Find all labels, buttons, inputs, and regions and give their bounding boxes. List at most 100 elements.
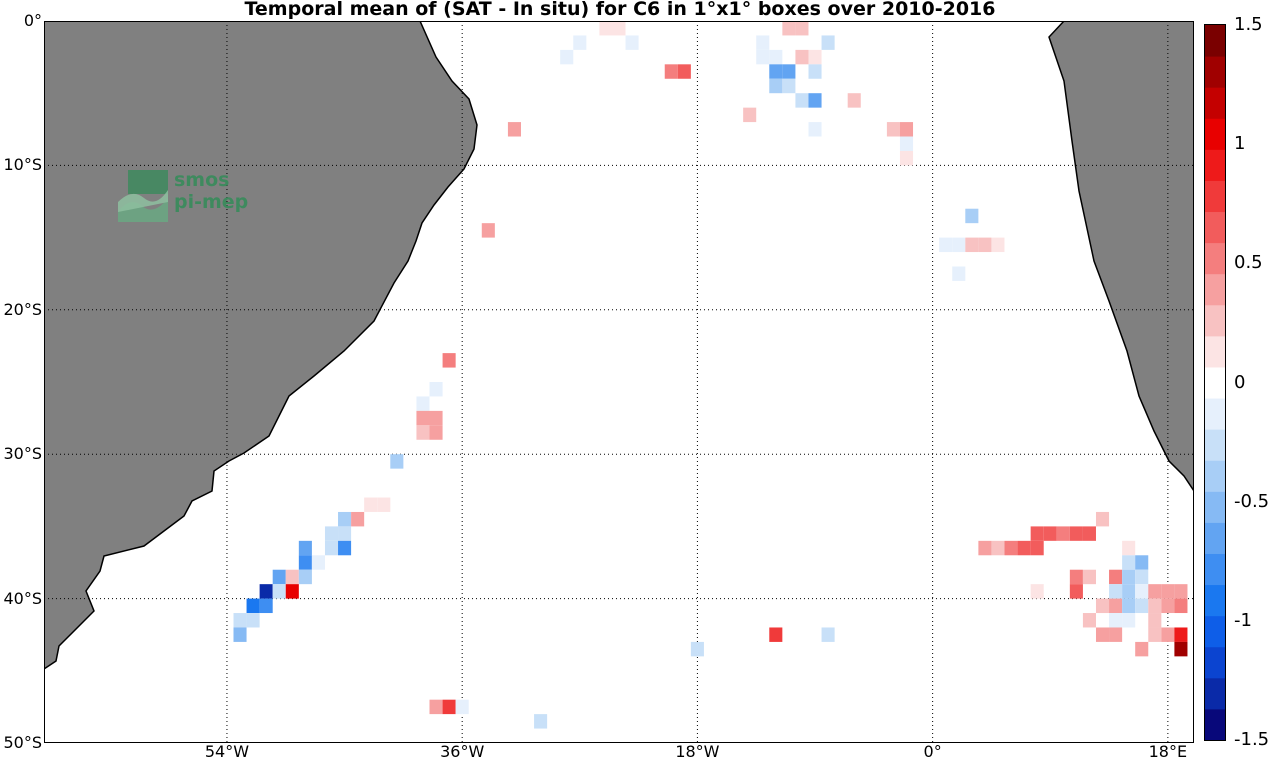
data-cell <box>1122 540 1136 556</box>
data-cell <box>233 613 247 628</box>
data-cell <box>1122 569 1136 585</box>
colorbar-swatch <box>1205 522 1225 554</box>
data-cell <box>965 208 979 224</box>
data-cell <box>1109 598 1123 614</box>
graticule <box>44 21 1194 743</box>
data-cell <box>1148 627 1162 642</box>
data-cell <box>560 49 574 65</box>
data-cell <box>1109 584 1123 599</box>
colorbar-swatch <box>1205 429 1225 461</box>
data-cell <box>1082 569 1096 585</box>
data-cell <box>769 64 783 79</box>
colorbar-swatch <box>1205 335 1225 368</box>
data-cell <box>259 598 273 614</box>
data-cell <box>1109 627 1123 642</box>
colorbar-swatch <box>1205 304 1225 337</box>
data-cell <box>1122 555 1136 570</box>
data-cell <box>808 64 822 79</box>
data-cell <box>338 511 352 527</box>
data-cell <box>1069 526 1083 541</box>
colorbar-tick-label: -1.5 <box>1234 729 1270 750</box>
data-cell <box>782 64 796 79</box>
data-cell <box>390 454 404 469</box>
data-cell <box>364 497 378 512</box>
longitude-tick-label: 54°W <box>204 742 250 761</box>
colorbar-swatch <box>1205 677 1225 710</box>
latitude-tick-label: 10°S <box>3 155 42 175</box>
data-cell <box>690 641 704 657</box>
colorbar-tick-label: -0.5 <box>1234 490 1270 512</box>
data-cell <box>899 122 914 137</box>
data-cell <box>1174 627 1188 642</box>
data-cell <box>1148 613 1162 628</box>
data-cell <box>886 122 900 137</box>
colorbar <box>1204 24 1226 741</box>
data-cell <box>351 511 365 527</box>
data-cell <box>272 584 286 599</box>
data-cell <box>429 699 443 715</box>
colorbar-swatch <box>1205 87 1225 119</box>
data-cell <box>1043 526 1057 541</box>
data-cell <box>272 569 286 585</box>
data-cell <box>1161 584 1175 599</box>
data-cell <box>756 49 770 65</box>
data-cell <box>991 237 1005 253</box>
data-cell <box>599 21 613 36</box>
colorbar-swatch <box>1205 242 1225 275</box>
data-cell <box>1174 598 1188 614</box>
data-cell <box>1095 627 1110 642</box>
data-cell <box>246 613 260 628</box>
data-cell <box>1056 526 1070 541</box>
data-cell <box>573 35 587 50</box>
map-border <box>44 21 1194 743</box>
data-cell <box>259 584 273 599</box>
data-cell <box>782 21 796 36</box>
data-cell <box>782 78 796 94</box>
colorbar-scale <box>1205 25 1225 741</box>
colorbar-tick-label: -1 <box>1234 609 1252 631</box>
data-cell <box>1082 613 1096 628</box>
longitude-tick-label: 0° <box>923 742 942 761</box>
data-cell <box>416 410 430 426</box>
data-cell <box>1004 540 1018 556</box>
colorbar-swatch <box>1205 118 1225 150</box>
latitude-tick-label: 50°S <box>3 733 42 752</box>
data-cell <box>808 122 822 137</box>
data-cell <box>507 122 521 137</box>
data-cell <box>1122 598 1136 614</box>
data-cell <box>298 540 312 556</box>
data-cell <box>481 223 495 238</box>
longitude-tick-label: 18°W <box>675 742 720 761</box>
data-cell <box>991 540 1005 556</box>
data-cell <box>1161 627 1175 642</box>
colorbar-swatch <box>1205 491 1225 523</box>
colorbar-swatch <box>1205 25 1225 57</box>
data-cell <box>769 627 783 642</box>
data-cell <box>1030 584 1044 599</box>
data-cell <box>338 540 352 556</box>
data-cell <box>298 569 312 585</box>
data-cell <box>821 35 835 50</box>
data-cell <box>769 78 783 94</box>
data-cell <box>1122 613 1136 628</box>
data-cell <box>978 237 992 253</box>
data-cell <box>743 107 757 123</box>
data-cell <box>534 714 548 729</box>
colorbar-tick-label: 1 <box>1234 133 1246 155</box>
colorbar-swatch <box>1205 708 1225 741</box>
data-cells <box>233 21 1188 729</box>
data-cell <box>1135 555 1149 570</box>
map-plot-area <box>44 21 1194 743</box>
data-cell <box>978 540 992 556</box>
data-cell <box>1069 584 1083 599</box>
data-cell <box>429 410 443 426</box>
colorbar-swatch <box>1205 584 1225 617</box>
latitude-tick-label: 0° <box>23 11 42 30</box>
data-cell <box>285 569 299 585</box>
data-cell <box>1174 584 1188 599</box>
data-cell <box>442 353 456 368</box>
data-cell <box>1161 598 1175 614</box>
longitude-tick-label: 36°W <box>440 742 485 761</box>
data-cell <box>455 699 469 715</box>
data-cell <box>677 64 691 79</box>
